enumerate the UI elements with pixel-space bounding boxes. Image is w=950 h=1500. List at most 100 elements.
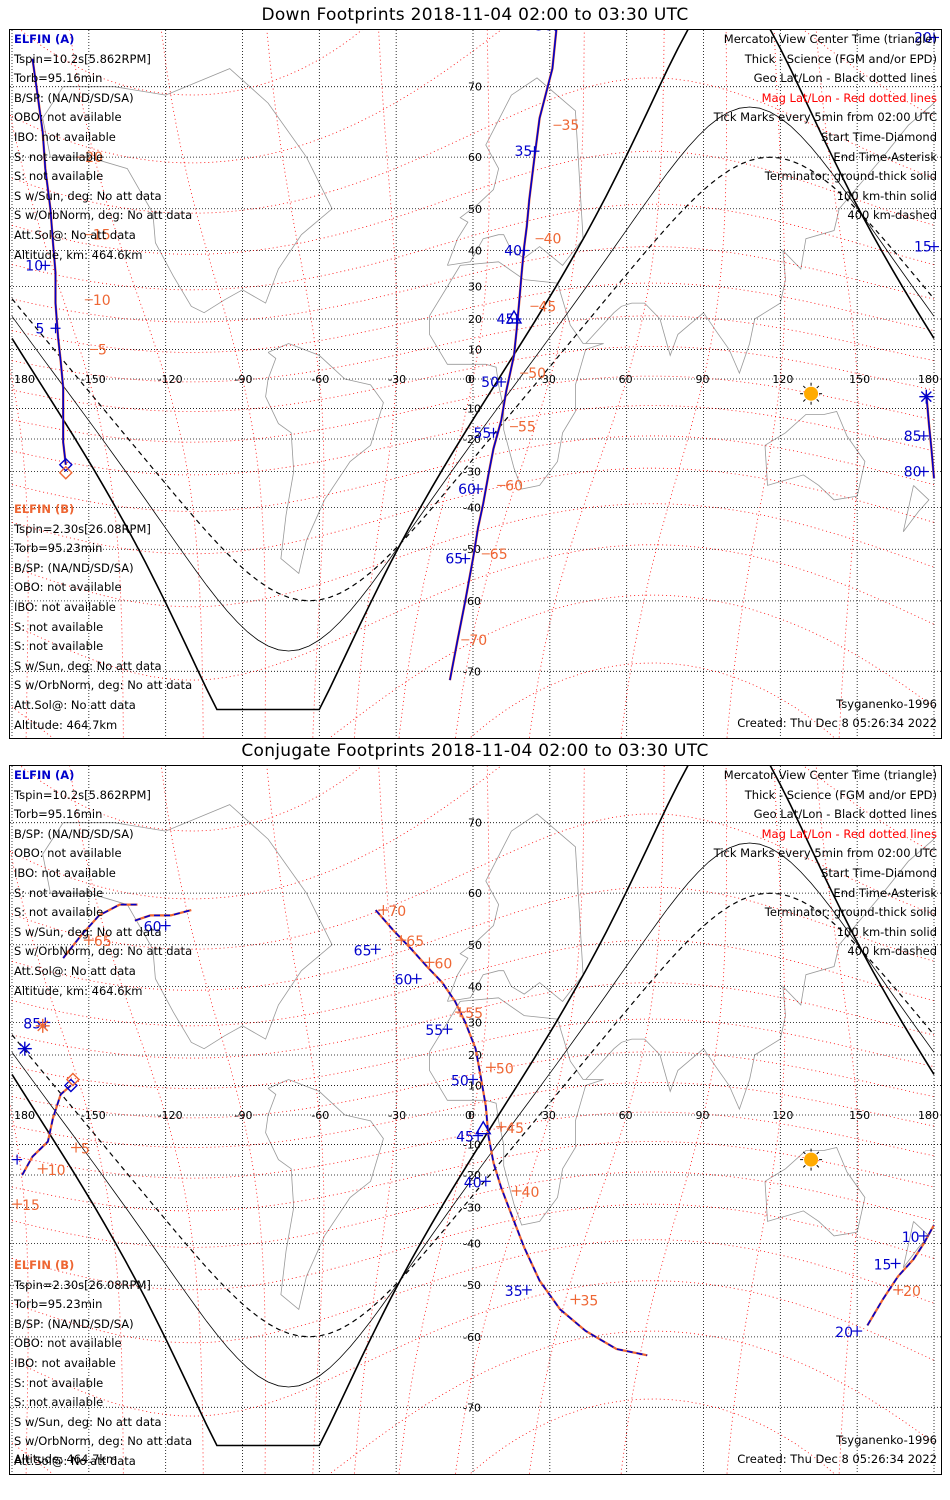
start-diamond — [58, 465, 73, 480]
elfin-a-tick-label: 20 — [914, 30, 932, 46]
track-tick-label: 40 — [522, 1185, 540, 1201]
info-line: IBO: not available — [14, 129, 116, 144]
lon-tick-label: -120 — [158, 373, 183, 386]
elfin-a-tick-label: 65 — [445, 552, 463, 568]
info-line: OBO: not available — [14, 846, 122, 861]
end-asterisk — [19, 1043, 31, 1055]
track-tick-label: 15 — [22, 1198, 40, 1214]
info-line: S: not available — [14, 169, 104, 184]
track-tick-label: 65 — [94, 934, 112, 950]
elfin-a-track — [21, 1084, 72, 1176]
mag-meridian — [528, 766, 665, 1474]
track-tick-label: 35 — [580, 1293, 598, 1309]
lat-tick-label: 60 — [468, 151, 482, 164]
mag-meridian — [10, 367, 29, 738]
lat-tick-label: -30 — [463, 466, 481, 479]
lon-tick-label: -30 — [388, 1109, 406, 1122]
sun-ray — [816, 1151, 820, 1155]
mag-meridian — [455, 30, 585, 738]
sun-ray — [816, 385, 820, 389]
lat-tick-label: 10 — [468, 343, 482, 356]
terminator-100km — [11, 106, 935, 652]
lon-tick-label: 0 — [465, 1109, 472, 1122]
elfin-a-track — [866, 1224, 935, 1326]
lon-tick-label: -90 — [235, 373, 253, 386]
legend-item: Geo Lat/Lon - Black dotted lines — [753, 807, 937, 822]
elfin-a-tick-label: 15 — [914, 240, 932, 256]
elfin-a-tick-label: 55 — [473, 426, 491, 442]
sun-ray — [802, 1151, 806, 1155]
track-tick-label: 70 — [388, 904, 406, 920]
track-tick-label: 60 — [144, 920, 162, 936]
info-line: Torb=95.16min — [14, 71, 103, 86]
coastline — [447, 77, 584, 266]
track-tick-label: 60 — [434, 956, 452, 972]
lon-tick-label: 180 — [918, 373, 939, 386]
lat-tick-label: 50 — [468, 203, 482, 216]
elfin-a-track — [31, 58, 67, 465]
mag-parallel — [11, 435, 935, 512]
lat-tick-label: -40 — [463, 1238, 481, 1251]
lat-tick-label: 60 — [468, 887, 482, 900]
mag-meridian — [69, 30, 204, 738]
lon-tick-label: -120 — [158, 1109, 183, 1122]
mag-meridian — [455, 766, 585, 1474]
mag-meridian — [10, 111, 124, 738]
info-line: B/SP: (NA/ND/SD/SA) — [14, 560, 134, 575]
lon-tick-label: -30 — [388, 373, 406, 386]
center-triangle — [505, 309, 523, 324]
legend-item: End Time-Asterisk — [833, 149, 937, 164]
info-line: Torb=95.16min — [14, 807, 103, 822]
created-date: Created: Thu Dec 8 05:26:34 2022 — [737, 1452, 937, 1467]
elfin-a-tick-label: 60 — [458, 482, 476, 498]
sun-ray — [802, 1164, 806, 1168]
legend: Mercator View Center Time (triangle) Thi… — [714, 30, 937, 226]
lon-tick-label: -150 — [81, 1109, 106, 1122]
info-line: Tspin=10.2s[5.862RPM] — [14, 51, 151, 66]
elfin-a-track — [449, 30, 558, 681]
track-tick-label: 5 — [81, 1142, 90, 1158]
lat-tick-label: -60 — [463, 595, 481, 608]
coastline — [585, 838, 935, 1111]
sun-icon — [804, 1152, 819, 1167]
elfin-b-tick-label: 60 — [505, 478, 523, 494]
lat-tick-label: 0 — [468, 1109, 475, 1122]
elfin-a-tick-label: 45 — [497, 312, 515, 328]
coastline — [429, 261, 604, 490]
lat-tick-label: -50 — [463, 1279, 481, 1292]
lon-tick-label: 30 — [542, 1109, 556, 1122]
legend-item: Start Time-Diamond — [821, 129, 937, 144]
info-line: Tspin=2.30s[26.08RPM] — [14, 1277, 151, 1292]
elfin-a-tick-label: 50 — [481, 375, 499, 391]
info-line: IBO: not available — [14, 599, 116, 614]
info-line: IBO: not available — [14, 865, 116, 880]
info-line: IBO: not available — [14, 1355, 116, 1370]
end-asterisk — [37, 1020, 49, 1032]
track-tick-label: 45 — [456, 1130, 474, 1146]
legend-item: Mercator View Center Time (triangle) — [723, 32, 937, 46]
legend-item: Terminator: ground-thick solid — [764, 905, 937, 920]
sun-ray — [802, 385, 806, 389]
elfin-a-track — [375, 909, 648, 1357]
mag-parallel — [11, 1171, 935, 1248]
elfin-a-tick-label: 10 — [25, 258, 43, 274]
legend: Mercator View Center Time (triangle) Thi… — [714, 766, 937, 962]
lat-tick-label: 70 — [468, 817, 482, 830]
elfin-a-info: ELFIN (A) Tspin=10.2s[5.862RPM] Torb=95.… — [14, 30, 192, 265]
coastline — [585, 102, 935, 375]
coastline — [902, 485, 930, 532]
info-line: S w/Sun, deg: No att data — [14, 924, 162, 939]
coastline — [265, 343, 384, 575]
elfin-b-tick-label: 45 — [538, 299, 556, 315]
footer-right: Tsyganenko-1996 Created: Thu Dec 8 05:26… — [737, 1431, 937, 1470]
lon-tick-label: 150 — [849, 373, 870, 386]
track-tick-label: 65 — [354, 943, 372, 959]
lat-tick-label: -60 — [463, 1331, 481, 1344]
lon-tick-label: 180 — [918, 1109, 939, 1122]
info-line: B/SP: (NA/ND/SD/SA) — [14, 1316, 134, 1331]
lat-tick-label: 40 — [468, 244, 482, 257]
coastline — [447, 813, 584, 1002]
elfin-a-track — [62, 903, 138, 959]
lon-tick-label: -90 — [235, 1109, 253, 1122]
lon-tick-label: 120 — [772, 373, 793, 386]
